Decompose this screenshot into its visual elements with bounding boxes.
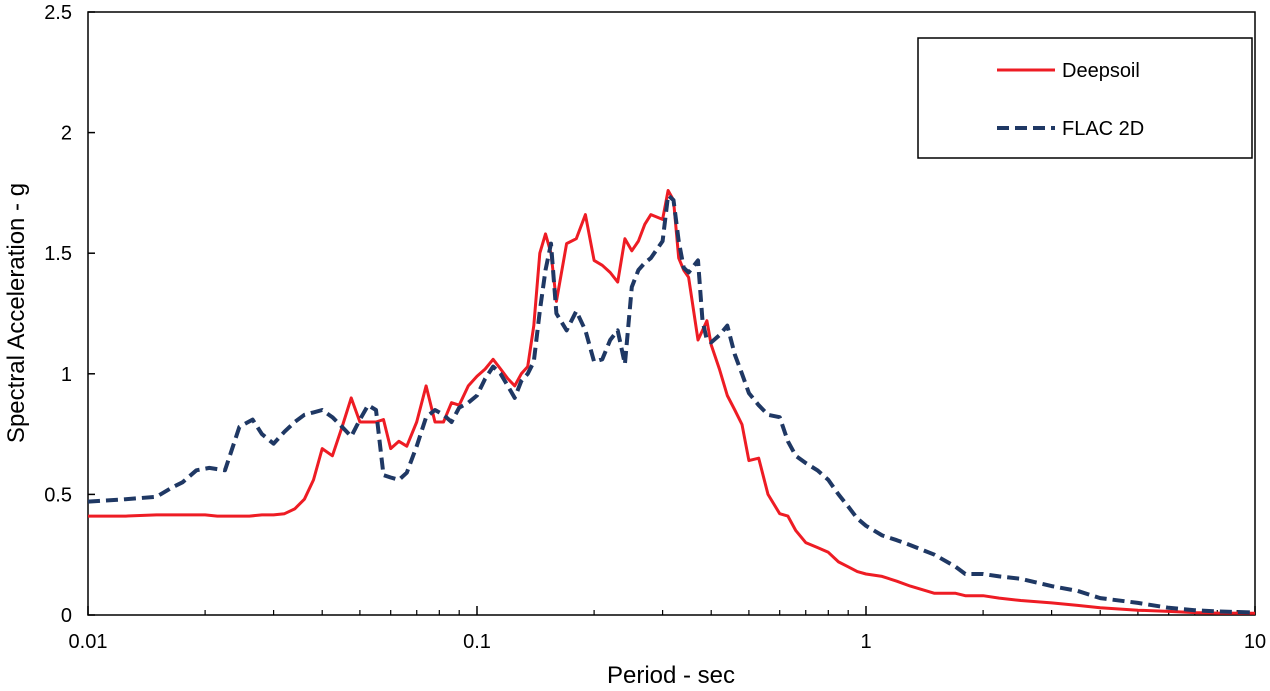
y-tick-label: 1 bbox=[61, 364, 72, 386]
series-lines bbox=[87, 189, 1256, 615]
y-axis-title: Spectral Acceleration - g bbox=[3, 183, 30, 443]
x-tick-label: 10 bbox=[1244, 631, 1266, 653]
series-line-deepsoil bbox=[88, 189, 1256, 615]
x-axis-title: Period - sec bbox=[607, 662, 735, 689]
legend-box bbox=[917, 37, 1253, 159]
x-tick-label: 0.1 bbox=[463, 631, 491, 653]
y-tick-label: 0.5 bbox=[44, 484, 72, 506]
y-tick-label: 2.5 bbox=[44, 2, 72, 24]
y-tick-label: 0 bbox=[61, 605, 72, 627]
x-tick-label: 0.01 bbox=[69, 631, 108, 653]
legend-label-flac-2d: FLAC 2D bbox=[1062, 118, 1144, 140]
series-line-flac-2d bbox=[87, 193, 1256, 615]
y-tick-label: 1.5 bbox=[44, 243, 72, 265]
y-tick-label: 2 bbox=[61, 123, 72, 145]
legend: Deepsoil FLAC 2D bbox=[917, 37, 1253, 159]
axis-ticks: 0 0.5 1 1.5 2 2.5 0.01 0.1 1 10 bbox=[44, 2, 1266, 653]
x-tick-label: 1 bbox=[860, 631, 871, 653]
legend-label-deepsoil: Deepsoil bbox=[1062, 60, 1140, 82]
